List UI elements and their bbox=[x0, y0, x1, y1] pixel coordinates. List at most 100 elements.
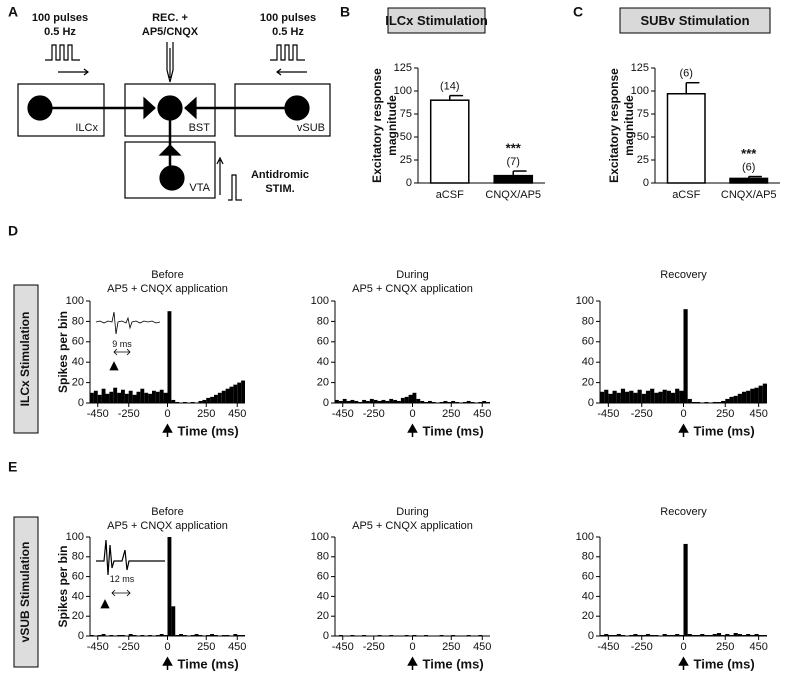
x-tick-label: CNQX/AP5 bbox=[485, 189, 541, 201]
chart: Before AP5 + CNQX application Spikes per b… bbox=[56, 269, 246, 439]
y-tick-label: 40 bbox=[317, 356, 329, 368]
chart-title: Before bbox=[151, 506, 183, 518]
histogram-bar bbox=[350, 399, 355, 403]
x-tick-label: 0 bbox=[409, 408, 415, 420]
x-tick-label: 450 bbox=[473, 641, 491, 653]
histogram-bar bbox=[729, 396, 734, 403]
histogram-bar bbox=[237, 382, 242, 403]
histogram-bar bbox=[420, 400, 425, 403]
inset-label: 9 ms bbox=[112, 339, 132, 349]
neuron bbox=[159, 165, 185, 191]
y-tick-label: 50 bbox=[400, 131, 412, 143]
histogram-bar bbox=[128, 390, 133, 403]
x-tick-label: aCSF bbox=[436, 189, 464, 201]
histogram-bar bbox=[662, 389, 667, 403]
histogram-bar bbox=[385, 400, 390, 403]
histogram-bar bbox=[633, 634, 638, 636]
histogram-bar bbox=[608, 393, 613, 403]
node-label: vSUB bbox=[297, 122, 325, 134]
waveform bbox=[95, 311, 161, 335]
electrode bbox=[166, 42, 174, 83]
chart-title: During bbox=[396, 506, 428, 518]
histogram-bar bbox=[101, 388, 106, 403]
x-tick-label: -450 bbox=[87, 408, 109, 420]
insets bbox=[95, 311, 165, 609]
y-tick-label: 25 bbox=[400, 154, 412, 166]
histogram-bar bbox=[633, 392, 638, 403]
x-tick-label: 0 bbox=[680, 641, 686, 653]
y-tick-label: 0 bbox=[78, 630, 84, 642]
histogram-bar bbox=[362, 399, 366, 403]
x-tick-label: -450 bbox=[87, 641, 109, 653]
chart: Recovery 0 20 40 60 80 100 -450 -250 0 250 450 Time … bbox=[576, 269, 768, 439]
y-axis-label: Spikes per bin bbox=[56, 545, 70, 627]
chart-subtitle: AP5 + CNQX application bbox=[352, 283, 473, 295]
histogram-bar bbox=[746, 390, 751, 403]
histogram-bar bbox=[393, 399, 397, 403]
histogram-bar bbox=[662, 634, 667, 636]
x-tick-label: 450 bbox=[749, 408, 767, 420]
panel-label: E bbox=[8, 459, 17, 475]
histogram-bar bbox=[645, 634, 651, 636]
x-tick-label: 450 bbox=[749, 641, 767, 653]
y-tick-label: 80 bbox=[582, 551, 594, 563]
histogram-bar bbox=[101, 634, 106, 636]
antidromic-label: Antidromic bbox=[251, 169, 309, 181]
antidromic-stim bbox=[216, 156, 242, 201]
histogram-bar bbox=[696, 401, 701, 403]
pulse-train bbox=[45, 44, 89, 76]
region-box bbox=[234, 83, 331, 137]
histogram-bar bbox=[404, 396, 409, 403]
row-label-text: ILCx Stimulation bbox=[18, 312, 32, 407]
x-tick-label: -250 bbox=[631, 641, 653, 653]
histogram-bar bbox=[109, 391, 114, 403]
y-tick-label: 100 bbox=[66, 531, 84, 543]
y-tick-label: 100 bbox=[631, 85, 649, 97]
histogram-bar bbox=[443, 400, 448, 403]
panel-label: D bbox=[8, 223, 18, 239]
x-tick-label: 250 bbox=[442, 641, 460, 653]
neuron bbox=[157, 95, 183, 121]
x-tick-label: 250 bbox=[716, 408, 734, 420]
panel-label: C bbox=[573, 4, 583, 20]
histogram-bar bbox=[658, 391, 663, 403]
x-axis-label: Time (ms) bbox=[694, 656, 755, 671]
histogram-bar bbox=[451, 400, 456, 403]
significance: *** bbox=[506, 140, 522, 155]
histogram-bar bbox=[198, 400, 203, 403]
stim-label: 100 pulses bbox=[260, 12, 316, 24]
neuron bbox=[284, 95, 310, 121]
histogram-bar bbox=[389, 398, 394, 403]
y-tick-label: 100 bbox=[311, 531, 329, 543]
histogram-bar bbox=[335, 399, 339, 403]
histogram-bar bbox=[179, 634, 183, 636]
histogram-bar bbox=[148, 393, 152, 403]
histogram-bar bbox=[725, 398, 730, 403]
bar bbox=[729, 177, 769, 184]
row-label-text: vSUB Stimulation bbox=[18, 542, 32, 643]
y-tick-label: 20 bbox=[582, 610, 594, 622]
pulse-train bbox=[270, 44, 307, 76]
histogram-bar bbox=[604, 389, 609, 403]
stim-label: 0.5 Hz bbox=[44, 26, 76, 38]
y-tick-label: 100 bbox=[576, 531, 594, 543]
histogram-bar bbox=[704, 401, 709, 403]
chart: During AP5 + CNQX application 0 20 40 60 80 100… bbox=[311, 269, 492, 439]
histogram-bar bbox=[171, 606, 176, 636]
histogram-bar bbox=[741, 391, 747, 403]
histogram-bar bbox=[171, 399, 176, 403]
y-tick-label: 20 bbox=[72, 610, 84, 622]
stim-label: 100 pulses bbox=[32, 12, 88, 24]
histogram-bar bbox=[629, 390, 634, 403]
x-axis-label: Time (ms) bbox=[423, 423, 484, 438]
title-box bbox=[387, 7, 486, 34]
histogram-bar bbox=[737, 634, 742, 636]
row-label-box bbox=[13, 516, 39, 668]
histogram-bar bbox=[366, 400, 370, 403]
chart-title: During bbox=[396, 269, 428, 281]
chart-title: ILCx Stimulation bbox=[385, 13, 488, 28]
row-label-box bbox=[13, 284, 39, 434]
y-tick-label: 20 bbox=[317, 377, 329, 389]
stim-marker bbox=[109, 361, 119, 371]
